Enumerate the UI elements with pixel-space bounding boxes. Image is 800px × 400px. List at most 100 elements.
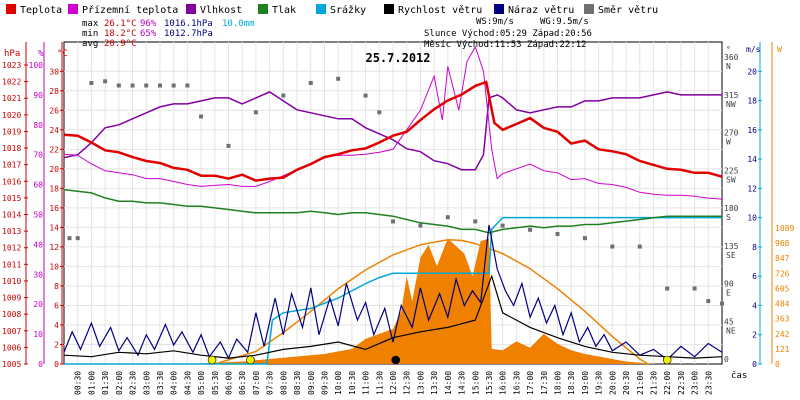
hpa-tick-label: 1022: [2, 78, 21, 87]
wind-dir-point: [336, 76, 341, 81]
legend-label: Teplota: [20, 5, 62, 16]
wind-dir-point: [665, 286, 670, 291]
wind-dir-point: [185, 83, 190, 88]
stats-row-label: min: [82, 29, 98, 39]
hpa-tick-label: 1008: [2, 310, 21, 319]
event-marker: [207, 355, 217, 365]
ms-tick-label: 20: [747, 67, 757, 76]
time-tick-label: 10:00: [334, 371, 343, 395]
pct-tick-label: 90: [33, 91, 43, 100]
legend-swatch: [258, 4, 268, 14]
w-tick-label: 968: [775, 239, 790, 248]
temp-tick-label: 0: [54, 360, 59, 369]
wind-dir-point: [528, 227, 533, 232]
time-tick-label: 19:30: [595, 371, 604, 395]
dir-tick-side: S: [726, 213, 731, 222]
ms-tick-label: 2: [752, 331, 757, 340]
time-tick-label: 08:30: [293, 371, 302, 395]
pct-tick-label: 80: [33, 121, 43, 130]
wind-dir-point: [67, 236, 72, 241]
wind-dir-point: [199, 114, 204, 119]
time-tick-label: 02:30: [129, 371, 138, 395]
pct-tick-label: 70: [33, 151, 43, 160]
dir-tick-label: 90: [724, 280, 734, 289]
time-tick-label: 07:30: [266, 371, 275, 395]
time-tick-label: 21:30: [649, 371, 658, 395]
time-tick-label: 11:00: [362, 371, 371, 395]
pct-axis-unit: %: [38, 49, 44, 59]
legend-swatch: [384, 4, 394, 14]
wind-dir-point: [637, 244, 642, 249]
w-tick-label: 242: [775, 330, 790, 339]
temp-tick-label: 10: [49, 262, 59, 271]
legend-swatch: [68, 4, 78, 14]
stats-value: 10.0mm: [222, 19, 255, 29]
temp-tick-label: 8: [54, 282, 59, 291]
ms-tick-label: 10: [747, 214, 757, 223]
time-tick-label: 08:00: [279, 371, 288, 395]
hpa-tick-label: 1013: [2, 227, 21, 236]
temp-tick-label: 28: [49, 87, 59, 96]
pct-tick-label: 100: [29, 61, 44, 70]
hpa-tick-label: 1021: [2, 94, 21, 103]
wind-dir-point: [391, 219, 395, 224]
legend-swatch: [494, 4, 504, 14]
wind-dir-point: [720, 301, 724, 306]
hpa-tick-label: 1005: [2, 360, 21, 369]
wind-dir-point: [75, 236, 80, 241]
wind-dir-point: [418, 223, 423, 228]
time-tick-label: 21:00: [636, 371, 645, 395]
time-tick-label: 18:00: [554, 371, 563, 395]
stats-value: 18.2°C: [104, 29, 137, 39]
legend-label: Tlak: [272, 5, 296, 16]
dir-tick-side: N: [726, 62, 731, 71]
wind-dir-point: [253, 110, 258, 115]
w-tick-label: 1089: [775, 224, 794, 233]
ms-tick-label: 8: [752, 243, 757, 252]
time-tick-label: 02:00: [115, 371, 124, 395]
temp-axis-unit: °C: [57, 49, 68, 59]
event-marker: [662, 355, 672, 365]
info-sun: Slunce Východ:05:29 Západ:20:56: [424, 29, 592, 39]
pct-tick-label: 20: [33, 300, 43, 309]
w-tick-label: 484: [775, 300, 790, 309]
wind-dir-point: [582, 236, 587, 241]
hpa-tick-label: 1015: [2, 194, 21, 203]
hpa-tick-label: 1006: [2, 343, 21, 352]
legend: Teplota Přízemní teplota Vlhkost Tlak Srážky…: [6, 4, 658, 16]
temp-tick-label: 22: [49, 145, 59, 154]
header-info: max 26.1°C 96% 1016.1hPa 10.0mm min 18.2°C 65% 1…: [82, 17, 592, 50]
time-tick-label: 17:30: [540, 371, 549, 395]
dir-tick-side: SW: [726, 175, 736, 184]
time-tick-label: 04:30: [183, 371, 192, 395]
ms-tick-label: 14: [747, 155, 757, 164]
time-tick-label: 06:00: [225, 371, 234, 395]
time-tick-label: 10:30: [348, 371, 357, 395]
temperature-line: [63, 80, 723, 182]
pct-tick-label: 60: [33, 181, 43, 190]
legend-label: Rychlost větru: [398, 4, 482, 16]
temp-tick-label: 30: [49, 67, 59, 76]
w-tick-label: 605: [775, 284, 790, 293]
time-tick-label: 20:30: [622, 371, 631, 395]
hpa-axis-unit: hPa: [4, 49, 20, 59]
time-tick-label: 17:00: [526, 371, 535, 395]
time-tick-label: 07:00: [252, 371, 261, 395]
hpa-tick-label: 1012: [2, 244, 21, 253]
legend-label: Přízemní teplota: [82, 4, 178, 16]
time-tick-label: 14:30: [458, 371, 467, 395]
wind-dir-point: [116, 83, 121, 88]
axes: hPa1005100610071008100910101011101210131…: [2, 42, 794, 395]
wind-dir-point: [171, 83, 176, 88]
wind-dir-point: [500, 223, 505, 228]
wind-dir-point: [226, 143, 231, 148]
wind-dir-point: [706, 299, 711, 304]
legend-label: Náraz větru: [508, 4, 574, 16]
wind-dir-point: [281, 93, 286, 98]
dir-axis-unit: °: [726, 45, 731, 54]
legend-label: Vlhkost: [200, 5, 242, 16]
time-tick-label: 01:00: [87, 371, 96, 395]
temp-tick-label: 4: [54, 321, 59, 330]
time-tick-label: 00:30: [74, 371, 83, 395]
